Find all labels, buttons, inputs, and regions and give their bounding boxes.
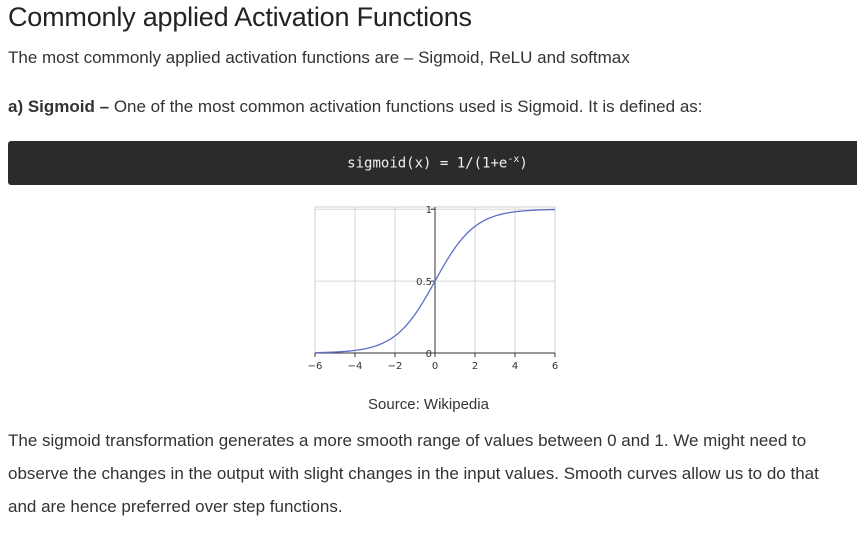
sigmoid-label: a) Sigmoid – xyxy=(8,97,110,116)
paragraph-line: The sigmoid transformation generates a m… xyxy=(8,431,807,450)
x-tick-labels: −6 −4 −2 0 2 4 6 xyxy=(308,361,559,372)
sigmoid-description: a) Sigmoid – One of the most common acti… xyxy=(8,97,703,117)
y-tick-label: 1 xyxy=(426,205,432,216)
x-tick-label: 0 xyxy=(432,361,438,372)
x-tick-label: 4 xyxy=(512,361,518,372)
x-tick-label: −6 xyxy=(308,361,323,372)
code-before: sigmoid(x) = 1/(1+e xyxy=(347,155,508,172)
code-exponent: -x xyxy=(507,154,520,166)
page-title: Commonly applied Activation Functions xyxy=(8,2,472,32)
sigmoid-chart: −6 −4 −2 0 2 4 6 00.51 xyxy=(308,205,559,372)
code-after: ) xyxy=(519,155,528,172)
x-tick-label: −2 xyxy=(388,361,403,372)
y-tick-labels: 00.51 xyxy=(416,205,432,360)
explanation-paragraph: The sigmoid transformation generates a m… xyxy=(8,424,853,523)
y-tick-label: 0.5 xyxy=(416,277,432,288)
paragraph-line: observe the changes in the output with s… xyxy=(8,464,819,483)
code-formula: sigmoid(x) = 1/(1+e-x) xyxy=(347,154,528,172)
x-tick-label: −4 xyxy=(348,361,363,372)
sigmoid-curve xyxy=(314,208,556,354)
x-tick-label: 2 xyxy=(472,361,478,372)
x-tick-label: 6 xyxy=(552,361,558,372)
sigmoid-text: One of the most common activation functi… xyxy=(113,97,703,116)
y-tick-label: 0 xyxy=(426,349,432,360)
image-caption: Source: Wikipedia xyxy=(368,396,489,413)
paragraph-line: and are hence preferred over step functi… xyxy=(8,497,343,516)
code-block: sigmoid(x) = 1/(1+e-x) xyxy=(8,141,857,185)
intro-text: The most commonly applied activation fun… xyxy=(8,48,630,67)
